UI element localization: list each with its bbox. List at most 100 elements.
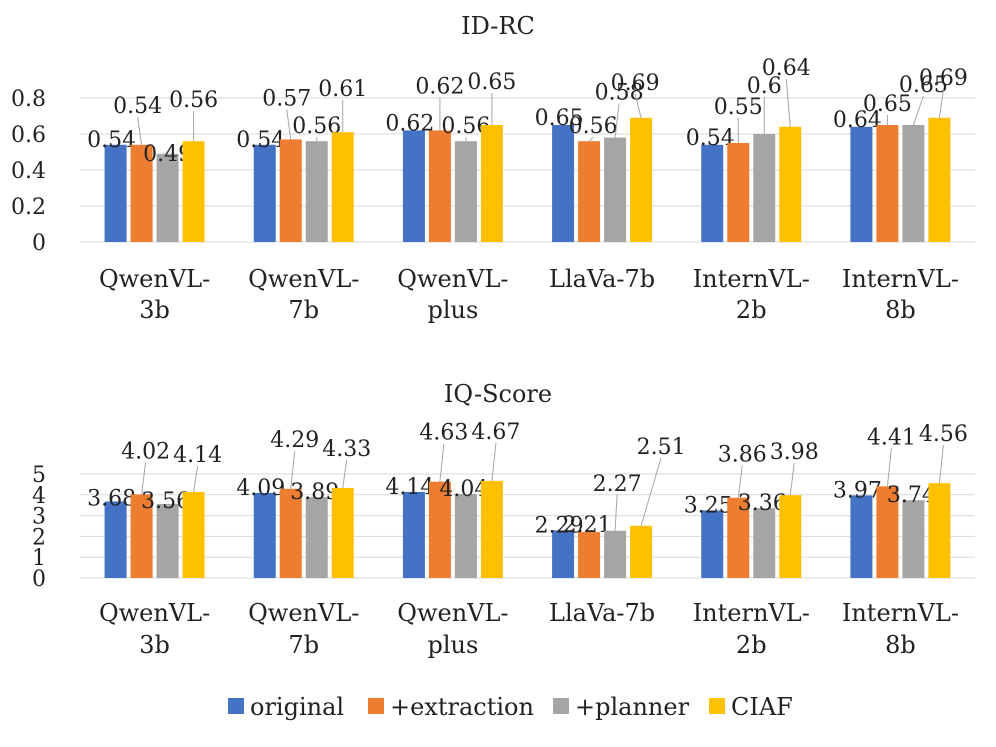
y-tick-label: 3	[32, 505, 46, 530]
y-tick-label: 4	[32, 484, 46, 509]
x-category-label: QwenVL-	[248, 599, 359, 627]
bar-original-4	[701, 510, 724, 578]
bar-extraction-0	[130, 494, 153, 578]
x-category-label: LlaVa-7b	[549, 599, 655, 627]
data-label: 4.41	[867, 425, 916, 450]
x-category-label: 3b	[139, 296, 170, 324]
chart-id-rc: ID-RC 00.20.40.60.80.540.540.490.56QwenV…	[11, 12, 975, 324]
y-tick-label: 0.2	[11, 195, 46, 220]
x-category-label: InternVL-	[842, 599, 959, 627]
bar-CIAF-0	[182, 491, 205, 578]
x-category-label: 7b	[288, 296, 319, 324]
data-label-leader	[785, 78, 791, 127]
data-label: 0.54	[236, 128, 285, 153]
x-category-label: InternVL-	[693, 599, 810, 627]
data-label: 4.09	[236, 476, 285, 501]
data-label: 0.6	[747, 74, 782, 99]
data-label: 0.54	[113, 94, 162, 119]
data-label: 0.69	[611, 71, 660, 96]
data-label: 4.02	[121, 439, 170, 464]
bar-extraction-0	[130, 144, 153, 242]
bar-planner-4	[753, 134, 776, 242]
y-tick-label: 1	[32, 546, 46, 571]
y-tick-label: 5	[32, 463, 46, 488]
bar-planner-1	[305, 141, 328, 242]
data-label: 0.62	[415, 74, 464, 99]
data-label: 3.89	[290, 480, 339, 505]
bar-planner-4	[753, 508, 776, 578]
legend-label-original: original	[250, 693, 344, 721]
chart-title-id-rc: ID-RC	[461, 12, 535, 40]
data-label: 4.33	[322, 437, 371, 462]
data-label-leader	[938, 445, 944, 484]
bar-CIAF-4	[779, 126, 802, 242]
data-label-leader	[588, 136, 594, 142]
data-label: 2.21	[563, 513, 612, 538]
data-label-leader	[342, 459, 348, 489]
bar-original-5	[850, 126, 873, 242]
legend-label-extraction: +extraction	[390, 693, 534, 721]
x-category-label: QwenVL-	[248, 265, 359, 293]
bar-original-5	[850, 495, 873, 578]
legend-swatch-original	[228, 698, 244, 714]
y-tick-label: 0.8	[11, 87, 46, 112]
x-category-label: InternVL-	[693, 265, 810, 293]
bar-CIAF-5	[928, 117, 951, 242]
bar-CIAF-4	[779, 495, 802, 578]
data-label-leader	[912, 95, 924, 126]
data-label: 0.58	[595, 81, 644, 106]
data-label-leader	[886, 448, 892, 487]
x-category-label: QwenVL-	[99, 265, 210, 293]
legend-swatch-planner	[553, 698, 569, 714]
data-label-leader	[439, 443, 445, 482]
data-label-leader	[737, 465, 743, 498]
data-label: 0.69	[919, 66, 968, 91]
bar-CIAF-1	[331, 132, 354, 242]
bar-CIAF-2	[480, 480, 503, 578]
bar-CIAF-3	[630, 117, 653, 242]
data-label-leader	[614, 494, 618, 531]
data-label: 2.29	[535, 513, 584, 538]
data-label: 0.62	[385, 111, 434, 136]
bar-planner-0	[156, 503, 179, 578]
data-label: 2.27	[593, 472, 642, 497]
data-label: 4.67	[471, 420, 520, 445]
bar-original-0	[104, 501, 127, 578]
bar-planner-1	[305, 497, 328, 578]
legend-swatch-ciaf	[709, 698, 725, 714]
data-label-leader	[634, 93, 642, 118]
bar-original-3	[552, 530, 575, 578]
bar-extraction-3	[578, 141, 601, 242]
data-label: 0.54	[686, 126, 735, 151]
x-category-label: InternVL-	[842, 265, 959, 293]
x-category-label: QwenVL-	[99, 599, 210, 627]
x-category-label: plus	[428, 631, 479, 659]
x-category-label: 2b	[736, 296, 767, 324]
bar-original-4	[701, 144, 724, 242]
legend-swatch-extraction	[368, 698, 384, 714]
data-label: 0.65	[899, 73, 948, 98]
data-label: 4.14	[385, 475, 434, 500]
x-category-label: QwenVL-	[397, 265, 508, 293]
bar-planner-2	[454, 493, 477, 578]
data-label: 0.65	[467, 70, 516, 95]
data-label-leader	[789, 463, 795, 496]
bar-planner-2	[454, 141, 477, 242]
y-tick-label: 2	[32, 525, 46, 550]
chart-title-iq-score: IQ-Score	[444, 380, 552, 408]
data-label: 4.56	[919, 422, 968, 447]
x-category-label: plus	[428, 296, 479, 324]
data-label: 4.04	[439, 477, 488, 502]
bar-original-1	[253, 492, 276, 578]
data-label: 0.65	[535, 106, 584, 131]
data-label: 4.14	[173, 443, 222, 468]
legend-label-ciaf: CIAF	[731, 693, 793, 721]
x-category-label: 2b	[736, 631, 767, 659]
bar-original-2	[402, 130, 425, 242]
bar-extraction-4	[727, 497, 750, 578]
x-category-label: 8b	[885, 296, 916, 324]
data-label: 0.57	[262, 86, 311, 111]
data-label-leader	[286, 109, 292, 140]
data-label: 0.54	[87, 128, 136, 153]
